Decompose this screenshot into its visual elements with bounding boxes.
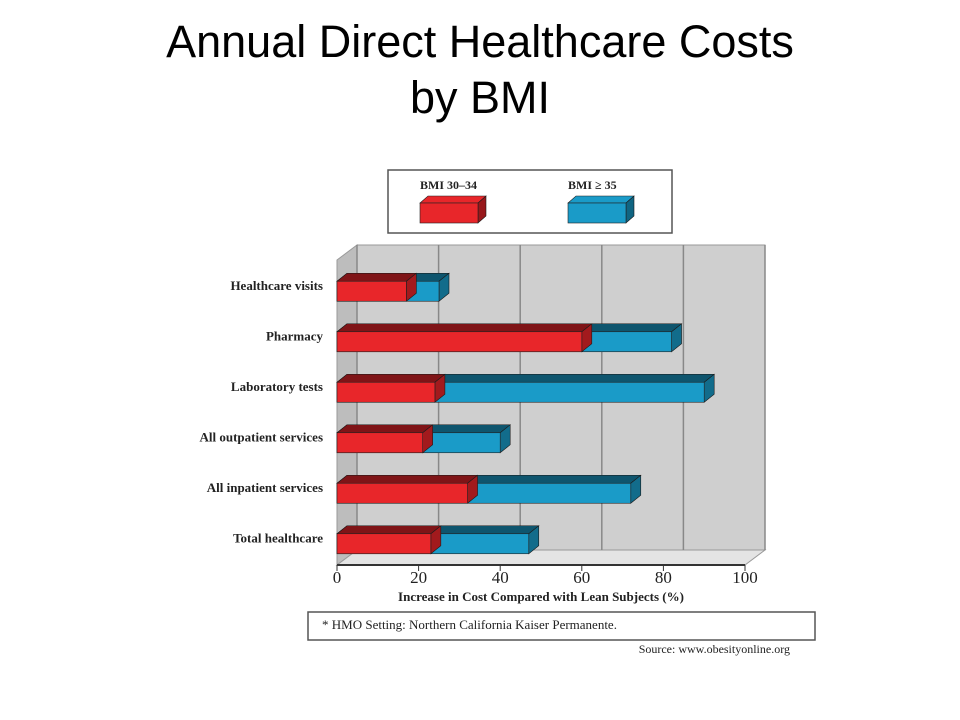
legend-swatch-shade xyxy=(478,196,486,223)
y-tick-label: Pharmacy xyxy=(266,329,324,344)
y-tick-label: Total healthcare xyxy=(233,531,323,546)
note-box xyxy=(307,611,816,641)
bar-top-shade xyxy=(337,323,592,332)
legend-swatch-shade xyxy=(626,196,634,223)
legend-swatch-top xyxy=(419,195,487,204)
y-tick-label: All inpatient services xyxy=(207,480,323,495)
bar-top-shade xyxy=(337,273,417,282)
note: * HMO Setting: Northern California Kaise… xyxy=(322,617,617,632)
bar-side-shade xyxy=(467,475,478,504)
bar-top-shade xyxy=(337,374,445,383)
bar-side-shade xyxy=(422,424,433,453)
x-tick-label: 20 xyxy=(410,568,427,587)
legend-label: BMI ≥ 35 xyxy=(568,178,617,192)
bar-top-shade xyxy=(337,424,433,433)
bar xyxy=(336,432,423,454)
y-tick-label: Laboratory tests xyxy=(231,379,323,394)
bar xyxy=(336,280,407,302)
legend-swatch xyxy=(567,202,627,224)
legend-swatch-top xyxy=(567,195,635,204)
legend-swatch xyxy=(419,202,479,224)
source: Source: www.obesityonline.org xyxy=(639,642,790,656)
bar-side-shade xyxy=(430,525,441,554)
x-tick-label: 100 xyxy=(732,568,758,587)
bar-top-shade xyxy=(337,475,478,484)
bar-side-shade xyxy=(581,323,592,352)
bar-side-shade xyxy=(406,273,417,302)
bar-side-shade xyxy=(528,525,539,554)
x-tick-label: 40 xyxy=(492,568,509,587)
bar-side-shade xyxy=(704,374,715,403)
y-tick-label: Healthcare visits xyxy=(230,278,323,293)
x-tick-label: 0 xyxy=(333,568,342,587)
bar-top-shade xyxy=(337,525,441,534)
x-tick-label: 60 xyxy=(573,568,590,587)
bar xyxy=(336,482,468,504)
legend-label: BMI 30–34 xyxy=(420,178,477,192)
bar xyxy=(336,381,436,403)
x-tick-label: 80 xyxy=(655,568,672,587)
x-axis-title: Increase in Cost Compared with Lean Subj… xyxy=(398,589,684,604)
bar-side-shade xyxy=(500,424,511,453)
bar-side-shade xyxy=(671,323,682,352)
bar xyxy=(336,331,583,353)
bar-side-shade xyxy=(630,475,641,504)
slide-title: Annual Direct Healthcare Costs by BMI xyxy=(166,16,794,123)
y-tick-label: All outpatient services xyxy=(200,430,323,445)
bar-side-shade xyxy=(434,374,445,403)
bar xyxy=(336,533,432,555)
bar-side-shade xyxy=(439,273,449,302)
